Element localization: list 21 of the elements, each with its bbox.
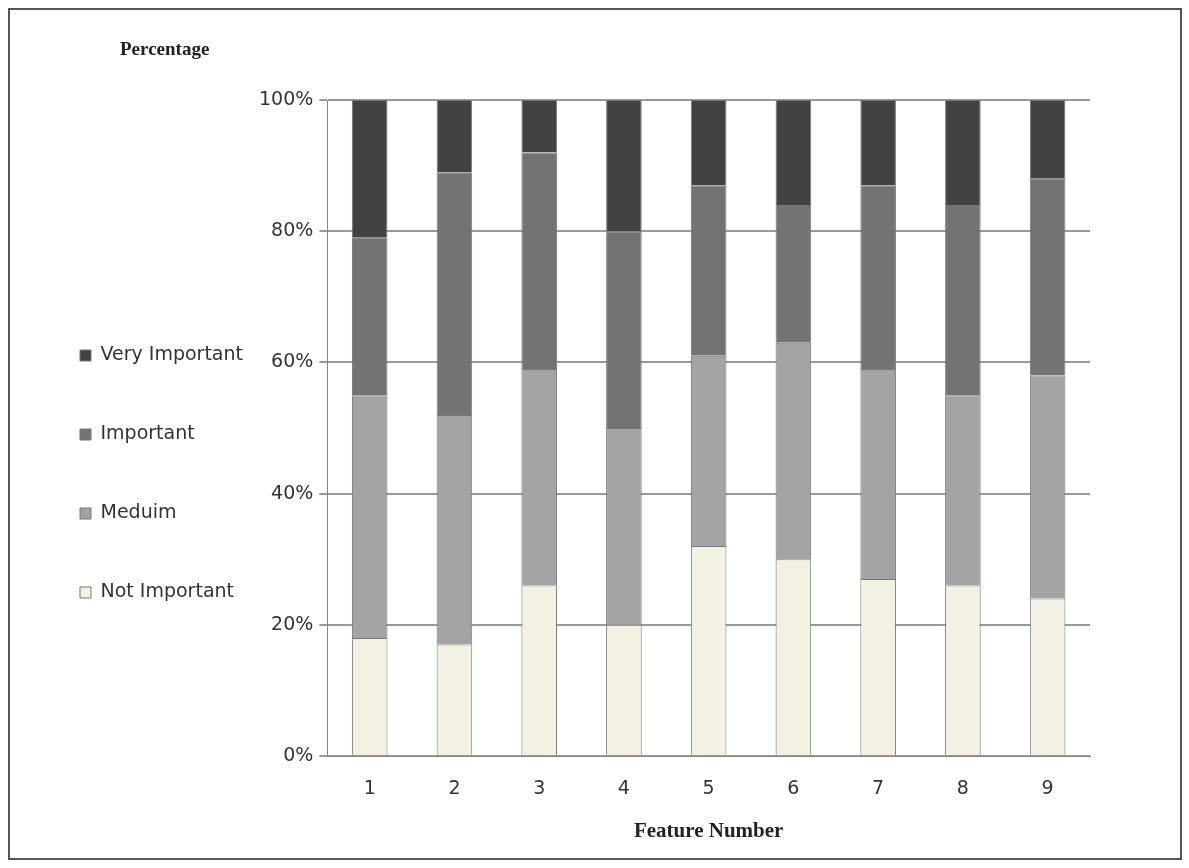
legend-label: Important (100, 421, 195, 444)
x-tick-label: 5 (702, 776, 715, 799)
legend-label: Not Important (100, 579, 235, 602)
x-tick-label: 4 (617, 776, 630, 799)
y-tick-label: 60% (271, 349, 314, 372)
legend-label: Meduim (100, 500, 177, 523)
y-tick-label: 100% (258, 86, 314, 109)
x-tick-label: 8 (956, 776, 969, 799)
x-tick-label: 7 (872, 776, 885, 799)
y-tick-label: 20% (271, 611, 314, 634)
y-tick-label: 80% (271, 218, 314, 241)
x-tick-label: 3 (533, 776, 546, 799)
x-tick-label: 1 (363, 776, 376, 799)
x-axis-title: Feature Number (633, 817, 784, 842)
x-tick-label: 2 (448, 776, 461, 799)
legend-label: Very Important (100, 342, 243, 365)
y-tick-label: 0% (283, 742, 314, 765)
y-tick-label: 40% (271, 480, 314, 503)
x-tick-label: 6 (787, 776, 800, 799)
y-axis-title: Percentage (120, 37, 210, 59)
x-tick-label: 9 (1041, 776, 1054, 799)
